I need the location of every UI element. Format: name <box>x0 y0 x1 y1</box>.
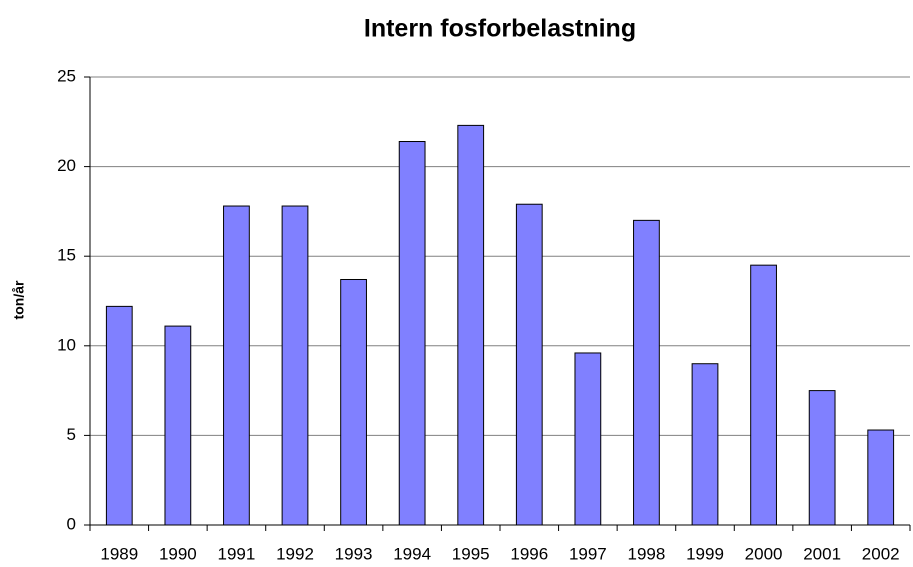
bar <box>867 429 895 526</box>
x-tick-label: 2002 <box>862 544 900 563</box>
bar <box>515 203 543 526</box>
y-tick-label: 0 <box>67 514 76 533</box>
chart-title: Intern fosforbelastning <box>364 15 636 43</box>
bar <box>691 363 719 526</box>
x-tick-label: 1999 <box>686 544 724 563</box>
x-tick-label: 1994 <box>393 544 431 563</box>
x-tick-label: 1995 <box>452 544 490 563</box>
bar <box>808 390 836 526</box>
bar <box>340 278 367 526</box>
bar <box>574 352 602 526</box>
x-tick-label: 2001 <box>803 544 841 563</box>
y-axis-label: ton/år <box>11 280 27 319</box>
x-tick-label: 1997 <box>569 544 607 563</box>
y-tick-label: 25 <box>57 66 76 85</box>
bar <box>633 219 660 526</box>
y-tick-label: 5 <box>67 425 76 444</box>
bar <box>164 325 192 526</box>
x-tick-label: 1993 <box>335 544 373 563</box>
x-tick-label: 1996 <box>510 544 548 563</box>
bar <box>457 124 485 526</box>
x-tick-label: 2000 <box>745 544 783 563</box>
x-tick-label: 1992 <box>276 544 314 563</box>
x-tick-label: 1998 <box>628 544 666 563</box>
bar <box>750 264 777 526</box>
bar <box>223 205 250 526</box>
y-tick-label: 15 <box>57 246 76 265</box>
x-tick-label: 1991 <box>218 544 256 563</box>
bar <box>398 141 426 526</box>
bar <box>105 305 133 526</box>
y-tick-label: 20 <box>57 156 76 175</box>
x-tick-label: 1989 <box>100 544 138 563</box>
x-tick-label: 1990 <box>159 544 197 563</box>
bar <box>281 205 309 526</box>
y-tick-label: 10 <box>57 335 76 354</box>
